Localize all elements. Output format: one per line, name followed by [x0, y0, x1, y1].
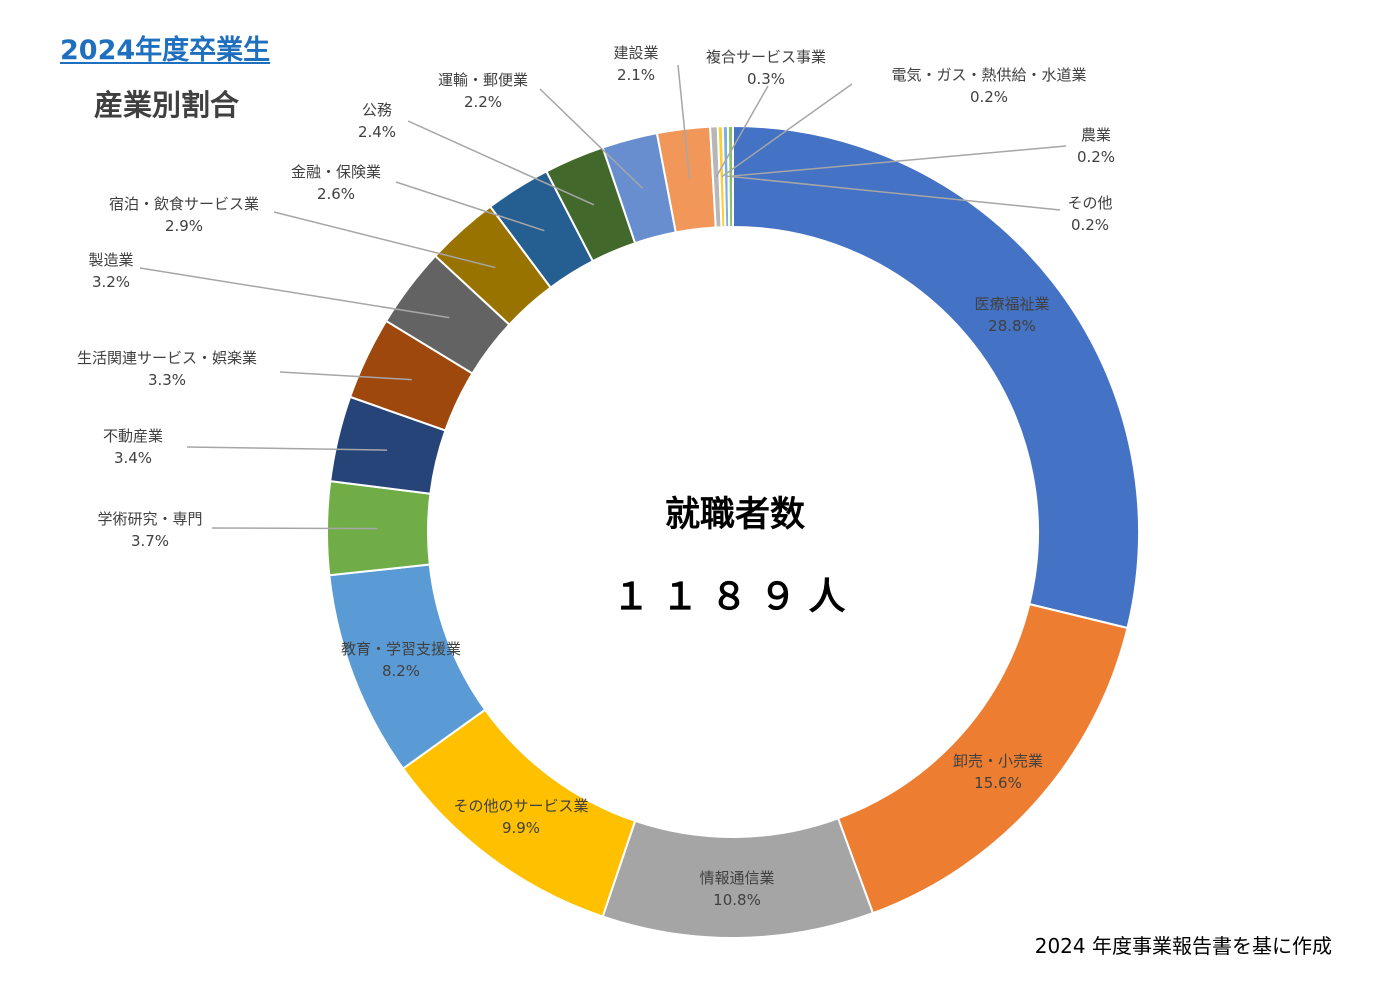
center-label: 就職者数 — [664, 495, 805, 535]
leader-line — [539, 88, 643, 189]
slice-value-label: 2.1% — [617, 66, 655, 84]
leader-line — [721, 83, 853, 178]
slice-label: 複合サービス事業 — [706, 48, 826, 66]
leader-line — [395, 181, 545, 232]
slice-labels: 医療福祉業 28.8% 卸売・小売業 15.6% 情報通信業 10.8% その他のサービス業… — [77, 44, 1115, 909]
chart-subtitle: 産業別割合 — [94, 88, 240, 122]
slice-label: 電気・ガス・熱供給・水道業 — [891, 66, 1086, 84]
leader-line — [730, 175, 1061, 211]
slice-label: 金融・保険業 — [291, 163, 381, 181]
slice-label: 学術研究・専門 — [97, 510, 202, 528]
chart-title: 2024年度卒業生 — [60, 35, 271, 66]
leader-line — [211, 527, 378, 530]
slice-label: 医療福祉業 — [974, 295, 1049, 313]
slice-label: 不動産業 — [103, 427, 163, 445]
leader-line — [407, 120, 595, 206]
slice-value-label: 8.2% — [382, 662, 420, 680]
slice-value-label: 0.2% — [1071, 216, 1109, 234]
slice-value-label: 3.7% — [131, 532, 169, 550]
slice-label: 建設業 — [613, 44, 658, 62]
slice-label: 宿泊・飲食サービス業 — [109, 195, 259, 213]
slice-value-label: 3.4% — [114, 449, 152, 467]
slice-value-label: 9.9% — [502, 819, 540, 837]
leader-line — [139, 267, 450, 319]
slice-value-label: 3.3% — [148, 371, 186, 389]
slice-value-label: 10.8% — [713, 891, 761, 909]
slice-label: 公務 — [362, 101, 392, 119]
slice-label: 生活関連サービス・娯楽業 — [77, 349, 257, 367]
slice-label: 製造業 — [88, 251, 133, 269]
slice-label: 運輸・郵便業 — [438, 71, 528, 89]
slice-value-label: 2.2% — [464, 93, 502, 111]
slice-value-label: 15.6% — [974, 774, 1022, 792]
slice-value-label: 0.3% — [747, 70, 785, 88]
slice-value-label: 0.2% — [970, 88, 1008, 106]
leader-lines — [139, 64, 1067, 530]
center-value: １１８９人 — [612, 575, 858, 618]
leader-line — [279, 371, 412, 381]
slice-value-label: 2.4% — [358, 123, 396, 141]
slice-value-label: 2.9% — [165, 217, 203, 235]
slice-0 — [732, 124, 1140, 630]
slice-label: その他 — [1067, 194, 1112, 212]
leader-line — [273, 211, 496, 269]
leader-line — [677, 64, 691, 180]
leader-line — [186, 446, 388, 451]
slice-label: 教育・学習支援業 — [341, 640, 461, 658]
slice-value-label: 3.2% — [92, 273, 130, 291]
slice-label: 農業 — [1081, 126, 1111, 144]
leader-line — [726, 145, 1067, 178]
slice-value-label: 28.8% — [988, 317, 1036, 335]
slice-label: 情報通信業 — [699, 869, 774, 887]
slice-label: 卸売・小売業 — [953, 752, 1043, 770]
slice-value-label: 0.2% — [1077, 148, 1115, 166]
slice-value-label: 2.6% — [317, 185, 355, 203]
slice-label: その他のサービス業 — [453, 797, 588, 815]
leader-line — [715, 85, 769, 178]
source-note: 2024 年度事業報告書を基に作成 — [1034, 934, 1332, 958]
